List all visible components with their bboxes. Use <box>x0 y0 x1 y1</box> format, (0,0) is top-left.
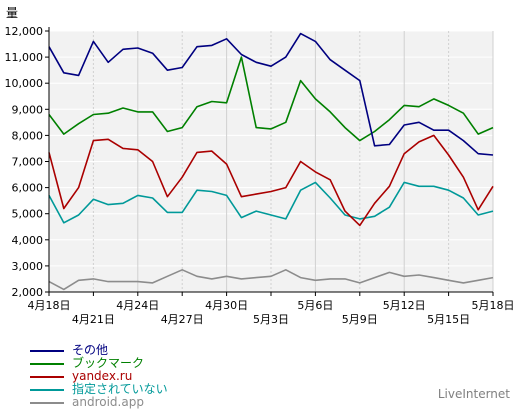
series-lines <box>48 32 494 291</box>
x-tick-label: 5月9日 <box>342 313 378 326</box>
axes <box>45 27 494 296</box>
x-tick-label: 5月12日 <box>383 299 426 312</box>
legend-item: その他 <box>30 344 168 357</box>
legend-item: ブックマーク <box>30 357 168 370</box>
legend-label: android.app <box>72 395 144 409</box>
x-tick-label: 4月21日 <box>72 313 115 326</box>
y-tick-label: 8,000 <box>12 129 44 142</box>
brand-label: LiveInternet <box>437 387 510 401</box>
series-line-1 <box>48 56 494 142</box>
x-tick-label: 4月24日 <box>116 299 159 312</box>
legend-label: ブックマーク <box>72 356 145 370</box>
y-tick-label: 4,000 <box>12 234 44 247</box>
series-line-4 <box>48 268 494 291</box>
legend-item: yandex.ru <box>30 370 168 383</box>
legend: その他 ブックマーク yandex.ru 指定されていない android.app <box>30 344 168 409</box>
legend-label: yandex.ru <box>72 369 133 383</box>
legend-label: 指定されていない <box>72 382 168 396</box>
x-tick-label: 4月30日 <box>205 299 248 312</box>
y-tick-label: 3,000 <box>12 260 44 273</box>
y-tick-label: 2,000 <box>12 286 44 299</box>
x-tick-label: 5月18日 <box>472 299 515 312</box>
y-tick-label: 9,000 <box>12 103 44 116</box>
y-tick-labels: 2,000 3,000 4,000 5,000 6,000 7,000 8,000 9,000… <box>5 25 44 299</box>
x-tick-label: 5月3日 <box>253 313 289 326</box>
y-tick-label: 5,000 <box>12 208 44 221</box>
y-tick-label: 6,000 <box>12 182 44 195</box>
x-tick-label: 4月18日 <box>28 299 71 312</box>
legend-swatch <box>30 349 64 352</box>
y-tick-label: 12,000 <box>5 25 44 38</box>
legend-swatch <box>30 362 64 365</box>
y-tick-label: 11,000 <box>5 51 44 64</box>
x-tick-label: 4月27日 <box>161 313 204 326</box>
series-line-2 <box>48 134 494 227</box>
series-line-0 <box>48 32 494 156</box>
y-tick-label: 7,000 <box>12 156 44 169</box>
x-tick-label: 5月15日 <box>427 313 470 326</box>
legend-swatch <box>30 401 64 404</box>
legend-label: その他 <box>72 343 109 357</box>
y-axis-label: 量 <box>6 6 18 20</box>
legend-item: 指定されていない <box>30 383 168 396</box>
x-tick-label: 5月6日 <box>297 299 333 312</box>
legend-item: android.app <box>30 396 168 409</box>
y-tick-label: 10,000 <box>5 77 44 90</box>
series-line-3 <box>48 181 494 224</box>
legend-swatch <box>30 388 64 391</box>
legend-swatch <box>30 375 64 378</box>
